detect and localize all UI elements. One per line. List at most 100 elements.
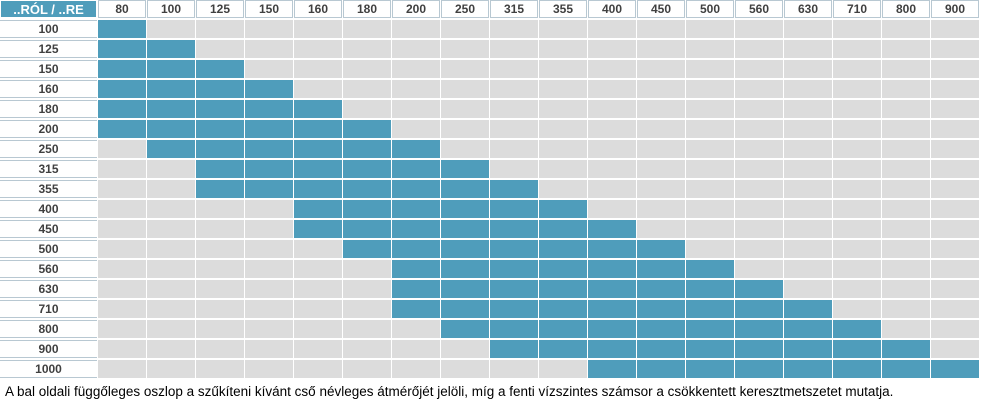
empty-cell bbox=[735, 20, 783, 38]
empty-cell bbox=[147, 160, 195, 178]
empty-cell bbox=[882, 20, 930, 38]
empty-cell bbox=[882, 140, 930, 158]
empty-cell bbox=[539, 80, 587, 98]
empty-cell bbox=[588, 160, 636, 178]
row-header: 900 bbox=[0, 340, 97, 358]
empty-cell bbox=[147, 20, 195, 38]
empty-cell bbox=[735, 60, 783, 78]
empty-cell bbox=[147, 180, 195, 198]
empty-cell bbox=[735, 80, 783, 98]
empty-cell bbox=[392, 20, 440, 38]
compatible-cell bbox=[882, 340, 930, 358]
empty-cell bbox=[686, 40, 734, 58]
compatible-cell bbox=[637, 320, 685, 338]
compatible-cell bbox=[343, 200, 391, 218]
empty-cell bbox=[735, 240, 783, 258]
empty-cell bbox=[784, 280, 832, 298]
empty-cell bbox=[833, 280, 881, 298]
row-header: 315 bbox=[0, 160, 97, 178]
empty-cell bbox=[588, 140, 636, 158]
empty-cell bbox=[294, 20, 342, 38]
empty-cell bbox=[294, 340, 342, 358]
compatible-cell bbox=[441, 200, 489, 218]
empty-cell bbox=[392, 60, 440, 78]
row-header: 500 bbox=[0, 240, 97, 258]
row-header: 355 bbox=[0, 180, 97, 198]
empty-cell bbox=[686, 100, 734, 118]
reducer-compatibility-table: ..RÓL / ..RE 80 100 125 150 160 180 200 250 315 3… bbox=[0, 0, 979, 378]
compatible-cell bbox=[686, 320, 734, 338]
column-header: 315 bbox=[490, 0, 538, 18]
empty-cell bbox=[784, 200, 832, 218]
empty-cell bbox=[147, 320, 195, 338]
empty-cell bbox=[931, 240, 979, 258]
compatible-cell bbox=[343, 240, 391, 258]
compatible-cell bbox=[196, 140, 244, 158]
empty-cell bbox=[245, 60, 293, 78]
compatible-cell bbox=[735, 300, 783, 318]
compatible-cell bbox=[343, 180, 391, 198]
row-header: 710 bbox=[0, 300, 97, 318]
compatible-cell bbox=[294, 220, 342, 238]
compatible-cell bbox=[441, 160, 489, 178]
empty-cell bbox=[539, 20, 587, 38]
compatible-cell bbox=[539, 340, 587, 358]
empty-cell bbox=[196, 240, 244, 258]
empty-cell bbox=[588, 60, 636, 78]
compatible-cell bbox=[637, 300, 685, 318]
empty-cell bbox=[196, 260, 244, 278]
empty-cell bbox=[294, 60, 342, 78]
empty-cell bbox=[98, 240, 146, 258]
empty-cell bbox=[343, 360, 391, 378]
empty-cell bbox=[735, 140, 783, 158]
compatible-cell bbox=[441, 280, 489, 298]
empty-cell bbox=[735, 100, 783, 118]
empty-cell bbox=[98, 360, 146, 378]
column-header: 150 bbox=[245, 0, 293, 18]
compatible-cell bbox=[441, 220, 489, 238]
row-header: 125 bbox=[0, 40, 97, 58]
compatible-cell bbox=[588, 300, 636, 318]
compatible-cell bbox=[392, 280, 440, 298]
empty-cell bbox=[784, 40, 832, 58]
empty-cell bbox=[588, 180, 636, 198]
compatible-cell bbox=[294, 160, 342, 178]
empty-cell bbox=[196, 20, 244, 38]
empty-cell bbox=[833, 60, 881, 78]
row-header: 450 bbox=[0, 220, 97, 238]
empty-cell bbox=[343, 100, 391, 118]
empty-cell bbox=[343, 260, 391, 278]
empty-cell bbox=[637, 80, 685, 98]
empty-cell bbox=[392, 320, 440, 338]
empty-cell bbox=[931, 80, 979, 98]
compatible-cell bbox=[196, 80, 244, 98]
empty-cell bbox=[931, 40, 979, 58]
compatible-cell bbox=[245, 120, 293, 138]
empty-cell bbox=[294, 260, 342, 278]
column-header: 450 bbox=[637, 0, 685, 18]
empty-cell bbox=[686, 140, 734, 158]
empty-cell bbox=[490, 160, 538, 178]
empty-cell bbox=[539, 60, 587, 78]
compatible-cell bbox=[98, 100, 146, 118]
empty-cell bbox=[147, 360, 195, 378]
empty-cell bbox=[245, 20, 293, 38]
empty-cell bbox=[441, 140, 489, 158]
column-header: 100 bbox=[147, 0, 195, 18]
compatible-cell bbox=[490, 200, 538, 218]
empty-cell bbox=[98, 340, 146, 358]
empty-cell bbox=[882, 120, 930, 138]
empty-cell bbox=[98, 300, 146, 318]
column-header: 200 bbox=[392, 0, 440, 18]
empty-cell bbox=[245, 320, 293, 338]
empty-cell bbox=[588, 100, 636, 118]
empty-cell bbox=[882, 60, 930, 78]
compatible-cell bbox=[784, 340, 832, 358]
empty-cell bbox=[882, 180, 930, 198]
empty-cell bbox=[833, 20, 881, 38]
empty-cell bbox=[882, 100, 930, 118]
compatible-cell bbox=[441, 300, 489, 318]
compatible-cell bbox=[98, 20, 146, 38]
empty-cell bbox=[882, 260, 930, 278]
compatible-cell bbox=[637, 340, 685, 358]
